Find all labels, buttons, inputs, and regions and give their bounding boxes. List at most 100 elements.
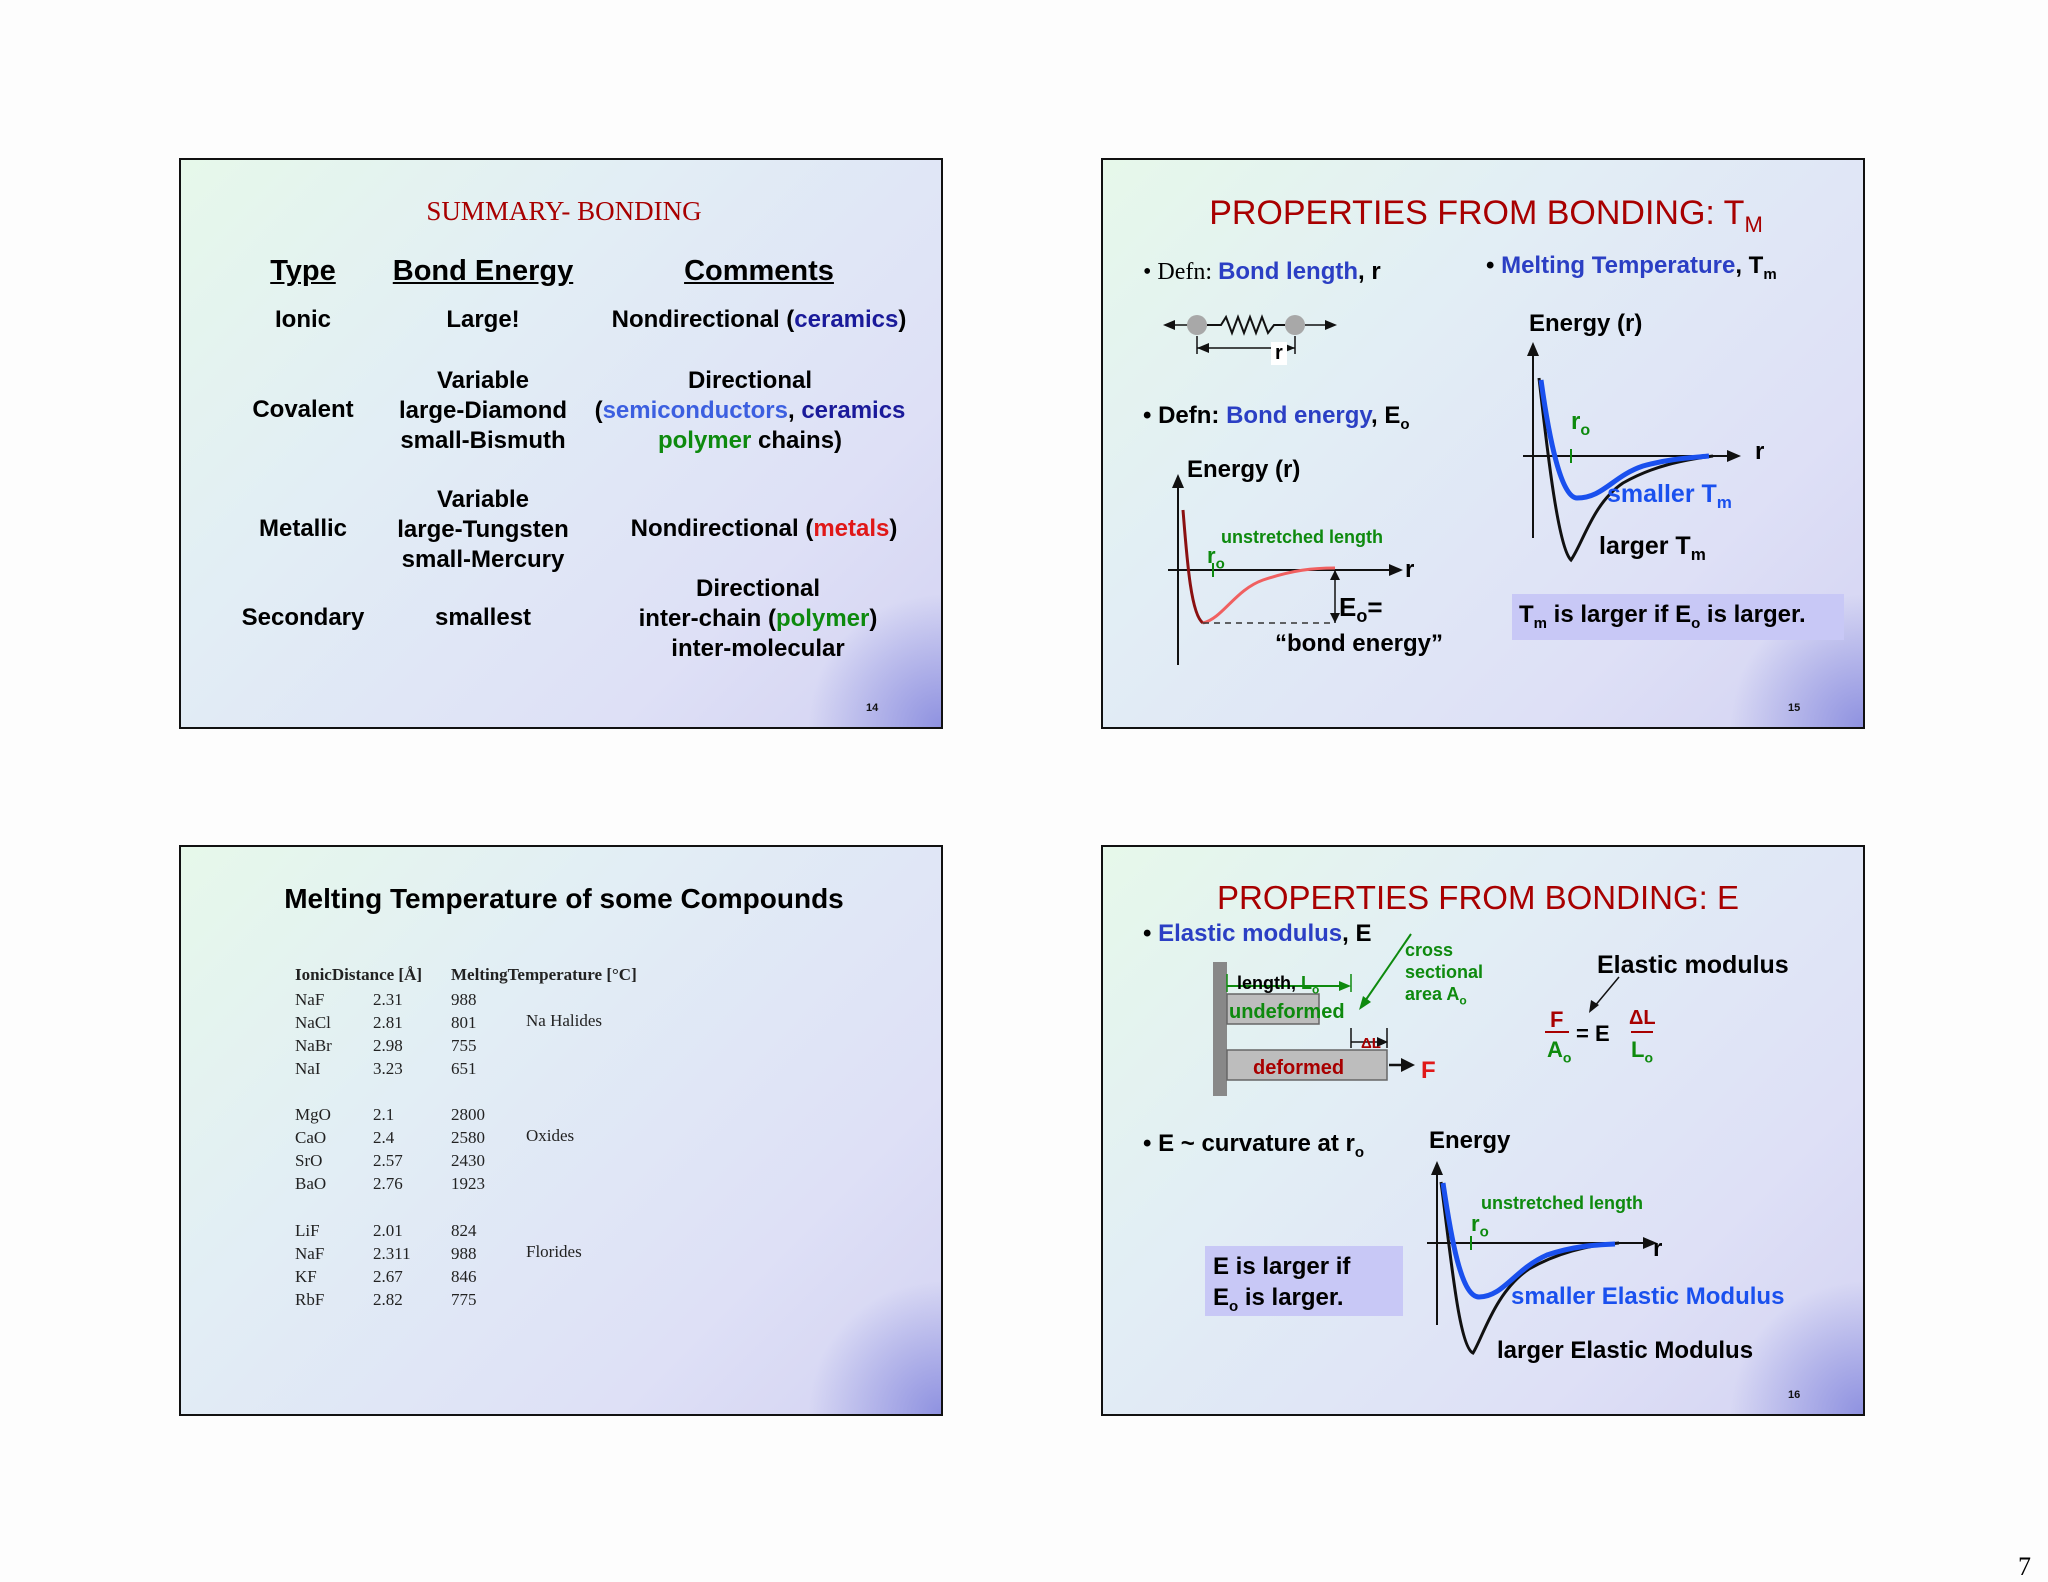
melting-temperature-bullet: • Melting Temperature, Tm bbox=[1486, 252, 1777, 283]
r-axis-label: r bbox=[1653, 1235, 1662, 1263]
smaller-tm-label: smaller Tm bbox=[1607, 480, 1732, 513]
slide-summary-bonding: SUMMARY- BONDING Type Bond Energy Commen… bbox=[179, 158, 943, 729]
table-cell: 2.01 bbox=[373, 1219, 411, 1242]
distance-column-florides: 2.01 2.311 2.67 2.82 bbox=[373, 1219, 411, 1311]
larger-tm-label: larger Tm bbox=[1599, 532, 1706, 565]
table-cell: NaF bbox=[295, 1242, 324, 1265]
force-label: F bbox=[1421, 1057, 1436, 1085]
curvature-bullet: • E ~ curvature at ro bbox=[1143, 1130, 1364, 1161]
ro-label: ro bbox=[1207, 543, 1225, 572]
energy-metallic: Variable large-Tungsten small-Mercury bbox=[397, 485, 569, 575]
table-header-distance: IonicDistance [Å] bbox=[295, 965, 422, 985]
table-cell: 2800 bbox=[451, 1103, 485, 1126]
table-cell: 2.57 bbox=[373, 1149, 403, 1172]
defn-bond-length: • Defn: Bond length, r bbox=[1143, 258, 1381, 286]
table-cell: 988 bbox=[451, 1242, 477, 1265]
slide-title: SUMMARY- BONDING bbox=[426, 196, 701, 227]
table-cell: 2.67 bbox=[373, 1265, 411, 1288]
ro-label-2: ro bbox=[1571, 408, 1590, 440]
eq-ao: Ao bbox=[1547, 1037, 1571, 1065]
table-cell: 1923 bbox=[451, 1172, 485, 1195]
table-cell: LiF bbox=[295, 1219, 324, 1242]
smaller-modulus-label: smaller Elastic Modulus bbox=[1511, 1283, 1784, 1311]
table-cell: 651 bbox=[451, 1057, 477, 1080]
slide-properties-e: PROPERTIES FROM BONDING: E • Elastic mod… bbox=[1101, 845, 1865, 1416]
slide-number: 15 bbox=[1788, 702, 1800, 714]
table-cell: 2430 bbox=[451, 1149, 485, 1172]
table-cell: 846 bbox=[451, 1265, 477, 1288]
table-cell: NaBr bbox=[295, 1034, 332, 1057]
slide-title: PROPERTIES FROM BONDING: E bbox=[1217, 879, 1739, 917]
bond-energy-quote: “bond energy” bbox=[1275, 630, 1443, 658]
table-header-melting: MeltingTemperature [°C] bbox=[451, 965, 637, 985]
table-cell: 2580 bbox=[451, 1126, 485, 1149]
unstretched-label: unstretched length bbox=[1221, 527, 1383, 548]
table-cell: 2.81 bbox=[373, 1011, 403, 1034]
type-covalent: Covalent bbox=[252, 396, 353, 424]
tm-conclusion-text: Tm is larger if Eo is larger. bbox=[1519, 601, 1806, 632]
table-cell: 755 bbox=[451, 1034, 477, 1057]
slide-number: 14 bbox=[866, 702, 878, 714]
deformed-label: deformed bbox=[1253, 1057, 1344, 1080]
unstretched-label: unstretched length bbox=[1481, 1193, 1643, 1214]
table-cell: 2.31 bbox=[373, 988, 403, 1011]
group-label-halides: Na Halides bbox=[526, 1011, 602, 1031]
table-cell: SrO bbox=[295, 1149, 331, 1172]
elastic-modulus-bullet: • Elastic modulus, E bbox=[1143, 920, 1371, 948]
eo-label: Eo= bbox=[1339, 592, 1383, 627]
melting-column-florides: 824 988 846 775 bbox=[451, 1219, 477, 1311]
energy-axis-label-2: Energy (r) bbox=[1529, 310, 1642, 338]
energy-axis-label: Energy bbox=[1429, 1127, 1510, 1155]
eq-f: F bbox=[1550, 1007, 1563, 1033]
table-cell: 2.76 bbox=[373, 1172, 403, 1195]
group-label-oxides: Oxides bbox=[526, 1126, 574, 1146]
r-axis-label-2: r bbox=[1755, 438, 1764, 466]
type-secondary: Secondary bbox=[242, 604, 365, 632]
comment-secondary: Directional inter-chain (polymer) inter-… bbox=[639, 574, 878, 664]
table-cell: BaO bbox=[295, 1172, 331, 1195]
slide-melting-temperature-table: Melting Temperature of some Compounds Io… bbox=[179, 845, 943, 1416]
comment-ionic: Nondirectional (ceramics) bbox=[612, 306, 907, 334]
distance-column-oxides: 2.1 2.4 2.57 2.76 bbox=[373, 1103, 403, 1195]
table-cell: MgO bbox=[295, 1103, 331, 1126]
eq-delta-l: ΔL bbox=[1629, 1007, 1656, 1030]
larger-modulus-label: larger Elastic Modulus bbox=[1497, 1337, 1753, 1365]
table-cell: NaCl bbox=[295, 1011, 332, 1034]
table-cell: 2.4 bbox=[373, 1126, 403, 1149]
energy-covalent: Variable large-Diamond small-Bismuth bbox=[399, 366, 567, 456]
compound-column-florides: LiF NaF KF RbF bbox=[295, 1219, 324, 1311]
table-cell: CaO bbox=[295, 1126, 331, 1149]
slide-title: PROPERTIES FROM BONDING: TM bbox=[1209, 194, 1763, 238]
energy-ionic: Large! bbox=[446, 306, 519, 334]
delta-l-label: ΔL bbox=[1361, 1035, 1381, 1052]
header-type: Type bbox=[270, 255, 336, 288]
header-comments: Comments bbox=[684, 255, 834, 288]
comment-covalent: Directional (semiconductors, ceramics po… bbox=[595, 366, 906, 456]
compound-column-oxides: MgO CaO SrO BaO bbox=[295, 1103, 331, 1195]
elastic-modulus-label: Elastic modulus bbox=[1597, 951, 1789, 980]
defn-bond-energy: • Defn: Bond energy, Eo bbox=[1143, 402, 1410, 433]
compound-column-halides: NaF NaCl NaBr NaI bbox=[295, 988, 332, 1080]
table-cell: NaF bbox=[295, 988, 332, 1011]
table-cell: 988 bbox=[451, 988, 477, 1011]
table-cell: 801 bbox=[451, 1011, 477, 1034]
r-axis-label: r bbox=[1405, 556, 1414, 584]
table-cell: 824 bbox=[451, 1219, 477, 1242]
slide-properties-tm: PROPERTIES FROM BONDING: TM • Defn: Bond… bbox=[1101, 158, 1865, 729]
type-ionic: Ionic bbox=[275, 306, 331, 334]
header-bond-energy: Bond Energy bbox=[393, 255, 573, 288]
table-cell: KF bbox=[295, 1265, 324, 1288]
spring-r-label: r bbox=[1271, 342, 1287, 365]
group-label-florides: Florides bbox=[526, 1242, 582, 1262]
table-cell: 2.1 bbox=[373, 1103, 403, 1126]
eq-lo: Lo bbox=[1631, 1037, 1653, 1065]
table-cell: 2.98 bbox=[373, 1034, 403, 1057]
table-cell: NaI bbox=[295, 1057, 332, 1080]
table-cell: RbF bbox=[295, 1288, 324, 1311]
page-number: 7 bbox=[2018, 1552, 2031, 1582]
e-conclusion-text: E is larger if Eo is larger. bbox=[1213, 1251, 1350, 1322]
cross-sectional-label: cross sectional area Ao bbox=[1405, 939, 1483, 1012]
type-metallic: Metallic bbox=[259, 515, 347, 543]
slide-title: Melting Temperature of some Compounds bbox=[284, 883, 844, 915]
melting-column-halides: 988 801 755 651 bbox=[451, 988, 477, 1080]
